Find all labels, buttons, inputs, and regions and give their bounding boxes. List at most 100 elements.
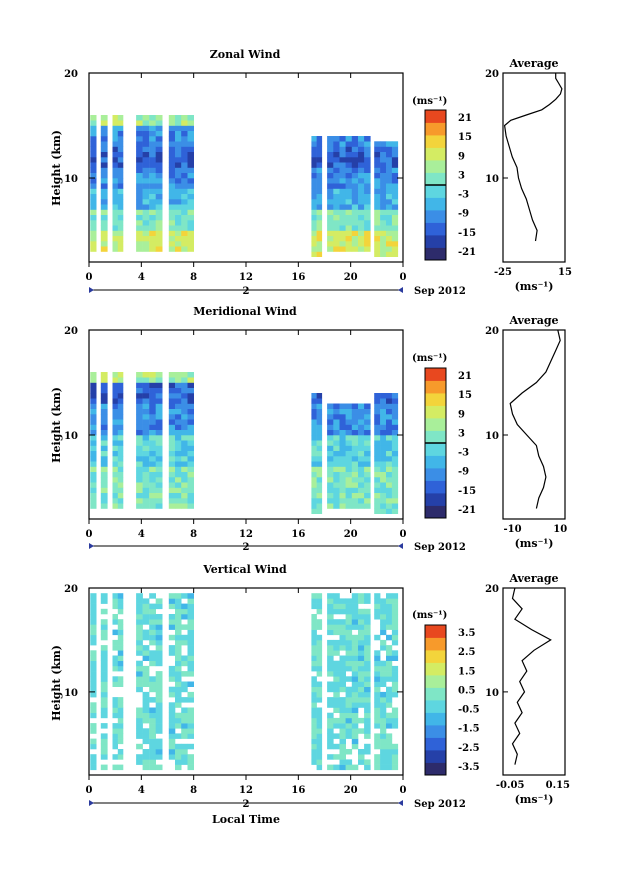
heatmap-cell (90, 728, 97, 734)
heatmap-cell (90, 482, 97, 488)
heatmap-cell (351, 151, 359, 158)
heatmap-cell (351, 624, 359, 630)
heatmap-cell (386, 492, 393, 499)
heatmap-cell (181, 717, 188, 724)
heatmap-cell (339, 199, 346, 205)
heatmap-cell (187, 408, 194, 415)
heatmap-cell (333, 492, 340, 499)
heatmap-cell (358, 199, 365, 205)
heatmap-cell (327, 162, 334, 168)
heatmap-cell (100, 733, 108, 739)
heatmap-cell (316, 650, 323, 656)
heatmap-cell (100, 424, 108, 430)
heatmap-cell (358, 440, 365, 446)
heatmap-cell (181, 230, 188, 236)
heatmap-cell (175, 125, 182, 131)
y-axis-label: Height (km) (50, 387, 63, 463)
heatmap-cell (386, 424, 393, 430)
heatmap-cell (149, 178, 156, 184)
heatmap-cell (391, 151, 399, 158)
heatmap-cell (391, 614, 399, 620)
heatmap-cell (175, 466, 182, 472)
heatmap-cell (333, 697, 340, 703)
heatmap-cell (316, 508, 323, 514)
heatmap-cell (155, 414, 163, 420)
y-axis-label: Height (km) (50, 645, 63, 721)
heatmap-cell (136, 162, 143, 168)
heatmap-cell (345, 204, 353, 210)
heatmap-cell (112, 429, 118, 436)
heatmap-cell (339, 681, 346, 687)
heatmap-cell (168, 482, 176, 488)
heatmap-cell (391, 408, 399, 415)
heatmap-cell (316, 471, 323, 478)
heatmap-cell (175, 204, 182, 210)
heatmap-cell (155, 456, 163, 462)
heatmap-cell (187, 593, 194, 599)
heatmap-cell (90, 450, 97, 457)
heatmap-cell (391, 141, 399, 147)
heatmap-cell (181, 440, 188, 446)
heatmap-cell (142, 178, 150, 184)
heatmap-cell (181, 167, 188, 173)
heatmap-cell (90, 639, 97, 646)
heatmap-cell (391, 214, 399, 221)
heatmap-cell (386, 655, 393, 661)
heatmap-cell (100, 393, 108, 399)
heatmap-cell (339, 686, 346, 693)
heatmap-cell (181, 387, 188, 394)
heatmap-cell (187, 130, 194, 137)
heatmap-cell (364, 712, 371, 719)
heatmap-cell (187, 461, 194, 467)
heatmap-cell (168, 172, 176, 179)
heatmap-cell (142, 414, 150, 420)
heatmap-cell (187, 603, 194, 610)
heatmap-cell (351, 246, 359, 252)
heatmap-cell (142, 702, 150, 708)
heatmap-cell (175, 629, 182, 636)
heatmap-cell (327, 660, 334, 667)
heatmap-cell (364, 146, 371, 152)
heatmap-cell (380, 398, 387, 404)
heatmap-cell (345, 471, 353, 478)
heatmap-cell (380, 614, 387, 620)
heatmap-cell (155, 172, 163, 179)
heatmap-cell (339, 167, 346, 173)
heatmap-cell (112, 246, 118, 252)
heatmap-cell (142, 603, 150, 610)
heatmap-cell (136, 665, 143, 672)
heatmap-cell (136, 225, 143, 231)
heatmap-cell (386, 398, 393, 404)
heatmap-cell (374, 440, 381, 446)
heatmap-cell (311, 697, 317, 703)
heatmap-cell (181, 414, 188, 420)
heatmap-cell (117, 393, 124, 399)
heatmap-cell (333, 414, 340, 420)
profile-x-axis-label: (ms⁻¹) (515, 537, 554, 550)
heatmap-cell (181, 372, 188, 378)
heatmap-cell (339, 429, 346, 436)
colorbar: 3.52.51.50.5-0.5-1.5-2.5-3.5 (424, 624, 480, 776)
heatmap-cell (168, 214, 176, 221)
heatmap-cell (136, 707, 143, 713)
heatmap-cell (333, 629, 340, 636)
heatmap-cell (181, 220, 188, 226)
heatmap-cell (100, 193, 108, 200)
vertical-wind-panel: Vertical Wind 20 10 Height (km) 0 4 8 12 16 2… (50, 563, 570, 826)
heatmap-cell (391, 686, 399, 693)
heatmap-cell (380, 414, 387, 420)
heatmap-cell (155, 214, 163, 221)
heatmap-cell (364, 743, 371, 750)
heatmap-cell (333, 183, 340, 189)
heatmap-cell (175, 503, 182, 509)
heatmap-cell (364, 445, 371, 451)
heatmap-cell (316, 691, 323, 698)
heatmap-cell (386, 241, 393, 247)
heatmap-cell (358, 167, 365, 173)
heatmap-cell (333, 136, 340, 142)
heatmap-cell (117, 199, 124, 205)
heatmap-cell (181, 681, 188, 687)
heatmap-cell (333, 639, 340, 646)
heatmap-cell (391, 671, 399, 677)
